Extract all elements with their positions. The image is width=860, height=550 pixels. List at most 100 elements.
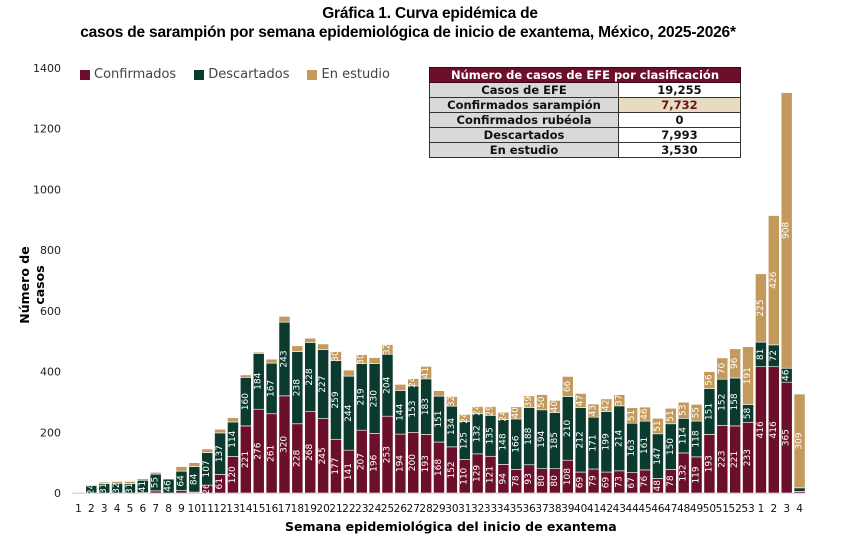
data-label-en-estudio: 56 <box>704 374 714 386</box>
data-label-descartados: 72 <box>769 350 779 361</box>
data-label-en-estudio: 40 <box>550 400 560 412</box>
bar-segment-en-estudio <box>510 406 523 420</box>
data-label-en-estudio: 51 <box>666 410 676 421</box>
data-label-confirmados: 253 <box>382 446 392 463</box>
bar-segment-en-estudio <box>72 491 85 493</box>
x-tick-label: 47 <box>664 503 677 515</box>
data-label-confirmados: 365 <box>782 429 792 446</box>
data-label-descartados: 188 <box>524 427 534 444</box>
x-tick-label: 16 <box>265 503 279 515</box>
x-tick-label: 34 <box>497 503 511 515</box>
data-label-descartados: 184 <box>254 372 264 389</box>
x-tick-label: 1 <box>758 503 765 515</box>
summary-row: Confirmados rubéola 0 <box>429 112 741 128</box>
x-tick-label: 28 <box>419 503 432 515</box>
bar-segment-en-estudio <box>291 345 304 352</box>
data-label-descartados: 144 <box>395 403 405 420</box>
bar-segment-en-estudio <box>330 351 342 361</box>
bar-segment-en-estudio <box>690 404 703 422</box>
data-label-en-estudio: 50 <box>537 396 547 408</box>
summary-value: 0 <box>618 112 741 128</box>
y-tick-label: 1400 <box>33 62 61 75</box>
bar-segment-en-estudio <box>214 428 226 434</box>
legend-label-confirmados: Confirmados <box>94 67 177 82</box>
x-tick-label: 45 <box>638 503 651 515</box>
bar-segment-en-estudio <box>574 393 587 408</box>
data-label-descartados: 148 <box>498 433 508 450</box>
data-label-confirmados: 121 <box>486 466 496 483</box>
data-label-descartados: 58 <box>743 407 753 419</box>
bar-segment-en-estudio <box>471 406 484 415</box>
data-label-descartados: 153 <box>408 400 418 417</box>
data-label-en-estudio: 30 <box>331 350 341 362</box>
data-label-descartados: 46 <box>164 480 174 492</box>
data-label-descartados: 41 <box>138 481 148 492</box>
bar-segment-en-estudio <box>252 351 265 354</box>
data-label-confirmados: 79 <box>589 475 599 487</box>
data-label-en-estudio: 30 <box>357 353 367 365</box>
summary-value: 7,732 <box>618 97 741 113</box>
legend-item-descartados: Descartados <box>194 67 289 82</box>
data-label-en-estudio: 41 <box>421 367 431 378</box>
data-label-confirmados: 110 <box>460 467 470 484</box>
x-tick-label: 25 <box>381 503 394 515</box>
data-label-descartados: 199 <box>601 433 611 450</box>
bar-segment-en-estudio <box>317 343 329 351</box>
data-label-confirmados: 193 <box>421 455 431 472</box>
data-label-descartados: 228 <box>305 368 315 385</box>
data-label-en-estudio: 32 <box>382 344 392 355</box>
data-label-descartados: 259 <box>331 391 341 408</box>
x-tick-label: 22 <box>342 503 355 515</box>
bar-segment-en-estudio <box>201 448 214 453</box>
data-label-confirmados: 78 <box>666 475 676 487</box>
x-tick-label: 51 <box>716 503 729 515</box>
data-label-en-estudio: 309 <box>795 432 805 449</box>
data-label-descartados: 81 <box>756 349 766 360</box>
data-label-confirmados: 168 <box>434 459 444 476</box>
data-label-confirmados: 80 <box>550 475 560 487</box>
bar-segment-en-estudio <box>85 484 98 487</box>
data-label-descartados: 31 <box>125 483 135 494</box>
data-label-descartados: 84 <box>189 473 199 485</box>
data-label-descartados: 219 <box>357 388 367 405</box>
data-label-descartados: 204 <box>382 376 392 393</box>
x-tick-label: 52 <box>728 503 741 515</box>
data-label-en-estudio: 37 <box>614 395 624 406</box>
data-label-en-estudio: 53 <box>679 405 689 416</box>
y-tick-label: 400 <box>40 366 61 379</box>
x-tick-label: 37 <box>535 503 548 515</box>
summary-label: Descartados <box>429 127 619 143</box>
bar-segment-en-estudio <box>523 395 535 408</box>
bar-segment-en-estudio <box>227 417 239 423</box>
bar-segment-en-estudio <box>626 407 638 424</box>
x-tick-label: 50 <box>703 503 716 515</box>
bar-segment-en-estudio <box>613 394 626 407</box>
x-tick-label: 11 <box>201 503 214 515</box>
summary-row: Descartados 7,993 <box>429 127 741 143</box>
x-tick-label: 3 <box>783 503 790 515</box>
data-label-confirmados: 73 <box>614 476 624 487</box>
x-tick-label: 44 <box>625 503 639 515</box>
x-tick-label: 2 <box>770 503 777 515</box>
legend-swatch-confirmados <box>80 69 90 80</box>
bar-segment-en-estudio <box>742 346 754 405</box>
x-tick-label: 3 <box>101 503 108 515</box>
x-tick-label: 8 <box>165 503 172 515</box>
data-label-en-estudio: 225 <box>756 299 766 316</box>
x-tick-label: 17 <box>278 503 291 515</box>
bar-segment-en-estudio <box>355 354 368 364</box>
data-label-confirmados: 67 <box>627 477 637 488</box>
data-label-en-estudio: 70 <box>717 363 727 375</box>
data-label-confirmados: 221 <box>241 451 251 468</box>
bar-segment-en-estudio <box>484 406 497 416</box>
x-tick-label: 13 <box>226 503 239 515</box>
data-label-descartados: 167 <box>267 380 277 397</box>
x-tick-label: 18 <box>291 503 304 515</box>
bar-segment-en-estudio <box>111 481 123 484</box>
bar-segment-en-estudio <box>767 215 780 346</box>
summary-label: En estudio <box>429 142 619 158</box>
bar-segment-en-estudio <box>587 403 600 418</box>
bar-segment-en-estudio <box>136 478 149 481</box>
data-label-descartados: 210 <box>563 419 573 436</box>
data-label-en-estudio: 426 <box>769 271 779 288</box>
